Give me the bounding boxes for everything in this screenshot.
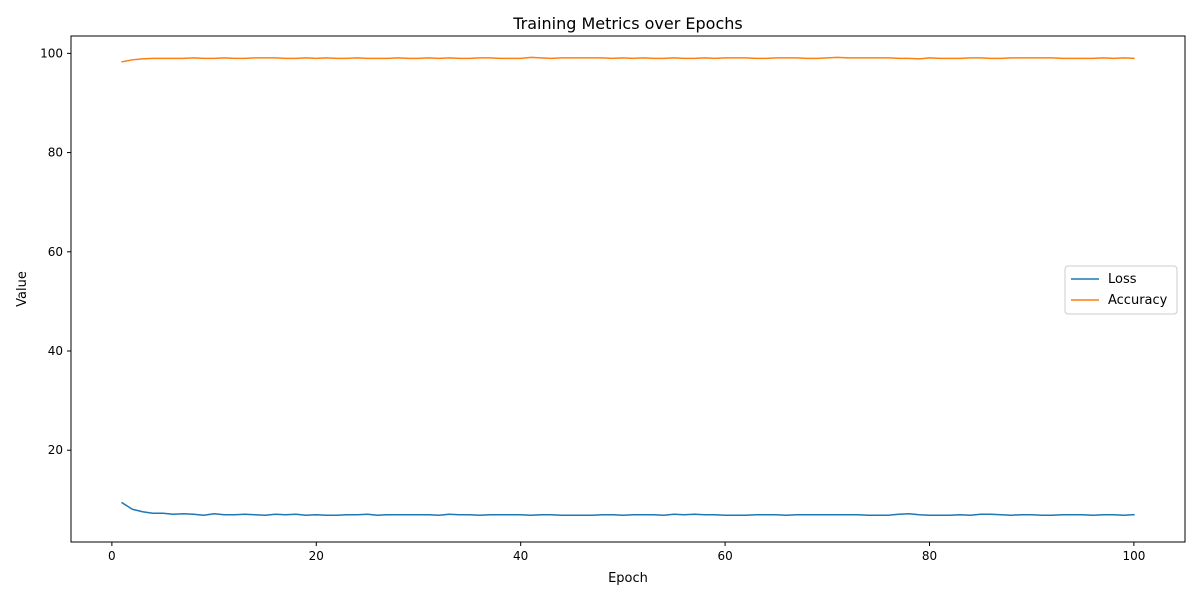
y-tick-label: 40 [48,344,63,358]
plot-frame [70,35,1186,543]
y-axis-ticks: 20 40 60 80 100 [40,46,71,457]
chart-title: Training Metrics over Epochs [512,14,742,33]
x-tick-label: 100 [1122,549,1145,563]
x-axis-ticks: 0 20 40 60 80 100 [108,542,1145,563]
x-tick-label: 80 [922,549,937,563]
x-tick-label: 40 [513,549,528,563]
plot-area [71,36,1185,542]
x-tick-label: 20 [309,549,324,563]
series-line-accuracy [121,56,1135,63]
y-tick-label: 60 [48,245,63,259]
y-tick-label: 100 [40,46,63,60]
x-axis-label: Epoch [608,571,648,586]
legend-label-loss: Loss [1108,272,1137,287]
series-line-loss [121,501,1135,516]
series-layer [121,56,1135,516]
x-tick-label: 0 [108,549,116,563]
x-tick-label: 60 [717,549,732,563]
y-tick-label: 80 [48,146,63,160]
y-axis-label: Value [15,271,30,307]
y-tick-label: 20 [48,443,63,457]
plot-background [71,36,1185,542]
legend-box [1064,265,1178,315]
legend-label-accuracy: Accuracy [1108,293,1168,308]
legend: Loss Accuracy [1064,265,1178,315]
